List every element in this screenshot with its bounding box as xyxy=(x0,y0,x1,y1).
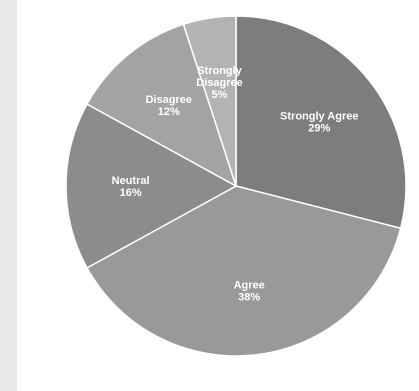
pie-label-neutral: Neutral 16% xyxy=(112,175,150,199)
pie-slices xyxy=(65,15,407,357)
pie-label-value: 38% xyxy=(238,292,260,304)
pie-label-name: Strongly Agree xyxy=(280,110,358,122)
pie-labels: Strongly Agree 29%Agree 38%Neutral 16%Disag… xyxy=(112,65,359,304)
pie-slice-neutral xyxy=(65,103,238,269)
pie-label-name: Strongly xyxy=(197,65,242,77)
pie-label-name: Agree xyxy=(234,280,265,292)
pie-label-name: Disagree xyxy=(196,77,242,89)
pie-label-value: 16% xyxy=(120,187,142,199)
pie-label-value: 5% xyxy=(212,89,228,101)
pie-label-name: Neutral xyxy=(112,175,150,187)
pie-label-value: 29% xyxy=(308,122,330,134)
pie-label-strongly-agree: Strongly Agree 29% xyxy=(280,110,358,134)
pie-label-strongly-disagree: Strongly Disagree 5% xyxy=(196,65,242,101)
pie-label-name: Disagree xyxy=(146,94,192,106)
pie-label-agree: Agree 38% xyxy=(234,280,265,304)
pie-slice-strongly-disagree xyxy=(182,15,237,187)
pie-slice-agree xyxy=(86,185,402,357)
pie-slice-disagree xyxy=(86,23,238,188)
pie-slice-strongly-agree xyxy=(235,15,407,230)
pie-label-value: 12% xyxy=(158,106,180,118)
pie-label-disagree: Disagree 12% xyxy=(146,94,192,118)
